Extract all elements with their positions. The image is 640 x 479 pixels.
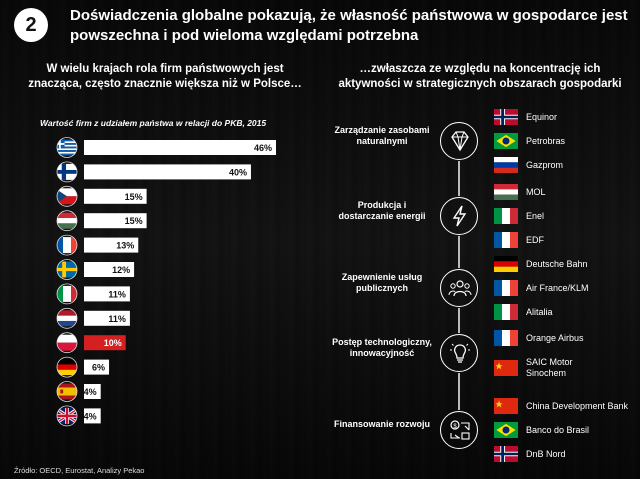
diamond-icon: [440, 122, 478, 160]
bar-france: [84, 237, 139, 253]
flag-icon-france: [494, 280, 518, 296]
bar-hungary: [84, 213, 147, 229]
bar-label-united-kingdom: 4%: [84, 411, 97, 421]
svg-text:$: $: [453, 424, 457, 430]
company-name: Petrobras: [526, 135, 566, 146]
bar-czech-republic: [84, 188, 147, 204]
bar-label-italy: 11%: [108, 289, 126, 299]
company-name: Banco do Brasil: [526, 424, 590, 435]
finance-icon: $: [440, 411, 478, 449]
people-icon: [440, 269, 478, 307]
company-name: Equinor: [526, 111, 558, 122]
flag-icon-china: [494, 398, 518, 414]
bar-poland: [84, 335, 126, 351]
company-name: Air France/KLM: [526, 282, 589, 293]
flag-icon-netherlands: [56, 307, 78, 329]
company-name: DnB Nord: [526, 448, 566, 459]
flag-icon-brazil: [494, 422, 518, 438]
flag-icon-norway: [494, 446, 518, 462]
chart-title: Wartość firm z udziałem państwa w relacj…: [40, 118, 267, 128]
flag-icon-russia: [494, 157, 518, 173]
company-name: Deutsche Bahn: [526, 258, 588, 269]
connector-line: [458, 161, 460, 196]
connector-line: [458, 373, 460, 410]
flag-icon-france: [494, 232, 518, 248]
area-label: Postęp technologiczny, innowacyjność: [332, 336, 432, 358]
flag-icon-italy: [494, 208, 518, 224]
flag-icon-brazil: [494, 133, 518, 149]
state-companies-bar-chart: 46% 40% 15% 15% 13% 12% 11% 11% 10% 6% 4% 4%: [56, 137, 276, 427]
flag-icon-czech-republic: [56, 185, 78, 207]
flag-icon-china: [494, 360, 518, 376]
flag-icon-italy: [494, 304, 518, 320]
page-title: Doświadczenia globalne pokazują, że włas…: [70, 7, 628, 44]
area-label: Zapewnienie usług publicznych: [341, 271, 423, 293]
area-label: Zarządzanie zasobami naturalnymi: [334, 124, 430, 146]
bar-label-greece: 46%: [254, 143, 272, 153]
flag-icon-france: [494, 330, 518, 346]
company-name: Gazprom: [526, 159, 564, 170]
lightbulb-icon: [440, 334, 478, 372]
flag-icon-spain: [56, 381, 78, 402]
bar-label-hungary: 15%: [125, 216, 143, 226]
bar-greece: [84, 140, 276, 155]
flag-icon-france: [56, 234, 78, 256]
bar-label-sweden: 12%: [112, 265, 130, 275]
bar-label-spain: 4%: [84, 387, 97, 397]
source-note: Źródło: OECD, Eurostat, Analizy Pekao: [14, 466, 145, 475]
company-name: SAIC Motor Sinochem: [526, 357, 573, 378]
company-name: Alitalia: [526, 306, 553, 317]
section-number-badge: 2: [14, 8, 48, 42]
bar-label-france: 13%: [116, 241, 134, 251]
lightning-icon: [440, 197, 478, 235]
company-name: Orange Airbus: [526, 332, 584, 343]
bar-netherlands: [84, 310, 130, 326]
company-name: China Development Bank: [526, 400, 629, 411]
left-column-heading: W wielu krajach rola firm państwowych je…: [28, 63, 302, 90]
bar-finland: [84, 164, 251, 180]
bar-label-poland: 10%: [104, 338, 122, 348]
flag-icon-greece: [56, 137, 78, 158]
connector-line: [458, 236, 460, 268]
bar-spain: [84, 384, 101, 399]
bar-sweden: [84, 262, 135, 277]
right-column-heading: …zwłaszcza ze względu na koncentrację ic…: [338, 63, 622, 90]
flag-icon-italy: [56, 283, 78, 305]
bar-label-germany: 6%: [92, 363, 105, 373]
area-label: Finansowanie rozwoju: [333, 419, 430, 429]
flag-icon-norway: [494, 109, 518, 125]
company-name: EDF: [526, 234, 544, 245]
flag-icon-hungary: [494, 184, 518, 200]
company-name: MOL: [526, 186, 546, 197]
flag-icon-sweden: [56, 259, 78, 280]
connector-line: [458, 308, 460, 333]
flag-icon-poland: [56, 332, 78, 354]
bar-germany: [84, 359, 110, 375]
bar-label-netherlands: 11%: [108, 314, 126, 324]
bar-label-czech-republic: 15%: [125, 192, 143, 202]
flag-icon-germany: [494, 256, 518, 272]
company-name: Enel: [526, 210, 545, 221]
area-label: Produkcja i dostarczanie energii: [338, 199, 426, 221]
flag-icon-united-kingdom: [56, 405, 78, 427]
bar-label-finland: 40%: [229, 167, 247, 177]
flag-icon-finland: [56, 161, 78, 183]
bar-italy: [84, 286, 130, 302]
flag-icon-germany: [56, 356, 78, 378]
flag-icon-hungary: [56, 210, 78, 232]
bar-united-kingdom: [84, 408, 101, 424]
